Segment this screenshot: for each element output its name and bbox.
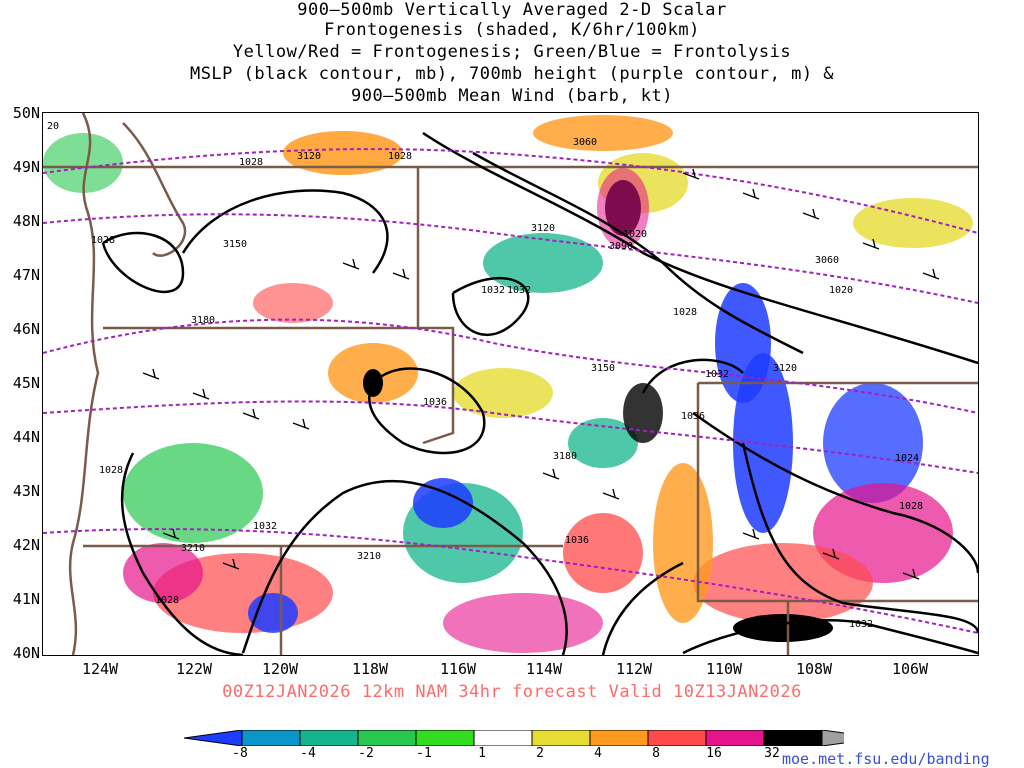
colorbar-label: -8	[232, 746, 248, 761]
colorbar-label: -4	[300, 746, 316, 761]
lat-label-44n: 44N	[12, 428, 40, 446]
height-label: 3120	[297, 151, 321, 162]
colorbar-label: -2	[358, 746, 374, 761]
colorbar-cell	[415, 730, 475, 746]
colorbar-cell	[821, 730, 844, 746]
lon-label-112w: 112W	[615, 660, 653, 678]
lat-label-46n: 46N	[12, 320, 40, 338]
colorbar-label: 4	[594, 746, 602, 761]
mslp-label: 1024	[895, 453, 919, 464]
mslp-label: 1020	[829, 285, 853, 296]
height-label: 3150	[223, 239, 247, 250]
colorbar-cell	[299, 730, 359, 746]
height-label: 3180	[553, 451, 577, 462]
colorbar-cell	[357, 730, 417, 746]
colorbar-cell	[241, 730, 301, 746]
mslp-label: 20	[47, 121, 59, 132]
wind-barbs	[142, 168, 940, 580]
height-label: 3090	[609, 241, 633, 252]
colorbar-cell	[184, 730, 243, 746]
title-line-1: 900–500mb Vertically Averaged 2-D Scalar	[297, 0, 727, 20]
lon-label-124w: 124W	[81, 660, 119, 678]
lat-label-41n: 41N	[12, 590, 40, 608]
mslp-label: 1036	[681, 411, 705, 422]
height-label: 3180	[191, 315, 215, 326]
lon-label-110w: 110W	[705, 660, 743, 678]
lat-label-45n: 45N	[12, 374, 40, 392]
mslp-label: 1032	[253, 521, 277, 532]
height-label: 3120	[773, 363, 797, 374]
height-contours	[43, 148, 978, 634]
map-frame: 20 1028 1028 1028 1028 1032 1036 1036 10…	[42, 112, 979, 656]
colorbar-label: 32	[764, 746, 780, 761]
lon-label-122w: 122W	[175, 660, 213, 678]
height-label: 3060	[573, 137, 597, 148]
colorbar-label: 1	[478, 746, 486, 761]
title-line-4: MSLP (black contour, mb), 700mb height (…	[189, 64, 835, 84]
lat-label-43n: 43N	[12, 482, 40, 500]
mslp-label: 1028	[155, 595, 179, 606]
title-line-5: 900–500mb Mean Wind (barb, kt)	[350, 86, 674, 106]
height-label: 3150	[591, 363, 615, 374]
lat-label-42n: 42N	[12, 536, 40, 554]
height-label: 3210	[357, 551, 381, 562]
colorbar-label: -1	[416, 746, 432, 761]
mslp-label: 1036	[565, 535, 589, 546]
lon-label-108w: 108W	[795, 660, 833, 678]
colorbar-cell	[705, 730, 765, 746]
mslp-label: 1028	[899, 501, 923, 512]
mslp-label: 1032	[507, 285, 531, 296]
lon-label-106w: 106W	[891, 660, 929, 678]
forecast-valid-text: 00Z12JAN2026 12km NAM 34hr forecast Vali…	[222, 682, 802, 702]
mslp-label: 1036	[423, 397, 447, 408]
lon-label-118w: 118W	[351, 660, 389, 678]
lat-label-50n: 50N	[12, 104, 40, 122]
lat-label-48n: 48N	[12, 212, 40, 230]
mslp-label: 1028	[673, 307, 697, 318]
mslp-contours	[101, 131, 978, 655]
colorbar-cell	[763, 730, 823, 746]
colorbar	[184, 730, 844, 746]
lon-label-120w: 120W	[261, 660, 299, 678]
colorbar-cell	[647, 730, 707, 746]
mslp-label: 1032	[849, 619, 873, 630]
mslp-label: 1028	[239, 157, 263, 168]
colorbar-cell	[589, 730, 649, 746]
lon-label-114w: 114W	[525, 660, 563, 678]
colorbar-cell	[473, 730, 533, 746]
mslp-label: 1028	[91, 235, 115, 246]
mslp-label: 1028	[99, 465, 123, 476]
contour-labels: 20 1028 1028 1028 1028 1032 1036 1036 10…	[47, 121, 923, 630]
mslp-label: 1032	[481, 285, 505, 296]
height-label: 3120	[531, 223, 555, 234]
mslp-label: 1032	[705, 369, 729, 380]
lat-label-49n: 49N	[12, 158, 40, 176]
colorbar-label: 2	[536, 746, 544, 761]
height-label: 3210	[181, 543, 205, 554]
mslp-label: 1020	[623, 229, 647, 240]
title-line-3: Yellow/Red = Frontogenesis; Green/Blue =…	[232, 42, 792, 62]
colorbar-cell	[531, 730, 591, 746]
lon-label-116w: 116W	[439, 660, 477, 678]
mslp-label: 1028	[388, 151, 412, 162]
map-canvas: 20 1028 1028 1028 1028 1032 1036 1036 10…	[43, 113, 978, 655]
lat-label-40n: 40N	[12, 644, 40, 662]
credit-url: moe.met.fsu.edu/banding	[782, 750, 990, 768]
lat-label-47n: 47N	[12, 266, 40, 284]
colorbar-label: 8	[652, 746, 660, 761]
colorbar-label: 16	[706, 746, 722, 761]
title-line-2: Frontogenesis (shaded, K/6hr/100km)	[324, 20, 700, 40]
height-label: 3060	[815, 255, 839, 266]
